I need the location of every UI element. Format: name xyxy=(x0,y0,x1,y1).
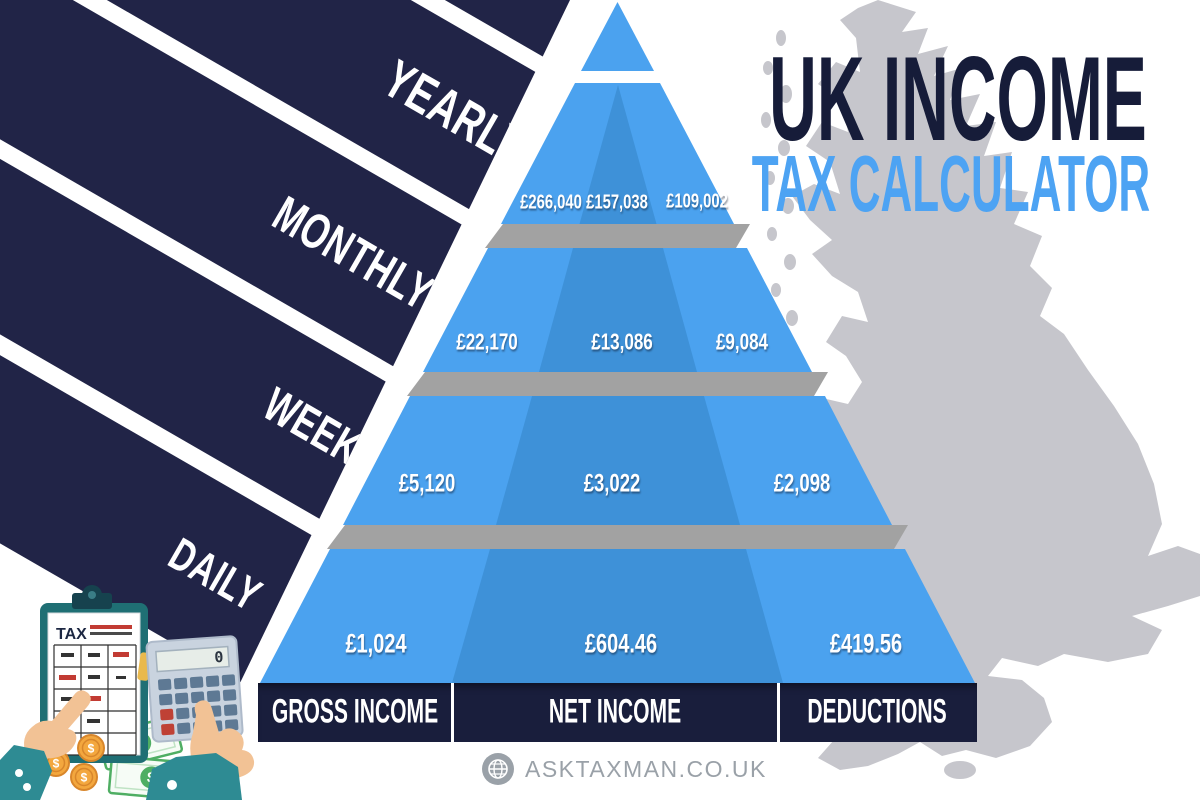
svg-text:$: $ xyxy=(53,757,60,771)
inner-monthly xyxy=(539,248,697,372)
column-header-bar xyxy=(258,683,977,742)
value-daily-net: £604.46 xyxy=(584,628,658,659)
value-weekly-net: £3,022 xyxy=(583,469,641,498)
svg-text:$: $ xyxy=(88,742,95,756)
value-monthly-net: £13,086 xyxy=(591,328,653,355)
tax-table-entries xyxy=(59,652,129,723)
column-divider xyxy=(451,683,454,742)
pyramid-inner-column xyxy=(452,85,783,683)
tax-label: TAX xyxy=(56,626,87,643)
left-hand xyxy=(0,690,91,800)
value-monthly-gross: £22,170 xyxy=(456,328,518,355)
inner-weekly xyxy=(496,396,740,525)
page-subtitle: TAX CALCULATOR xyxy=(751,139,1151,228)
scottish-islands xyxy=(761,30,976,779)
tier-cap xyxy=(581,2,654,71)
value-yearly-net: £157,038 xyxy=(586,191,648,214)
svg-text:$: $ xyxy=(81,771,88,785)
footer-brand[interactable]: ASKTAXMAN.CO.UK xyxy=(481,752,767,786)
value-weekly-deductions: £2,098 xyxy=(773,469,831,498)
value-yearly-gross: £266,040 xyxy=(520,191,582,214)
value-monthly-deductions: £9,084 xyxy=(715,328,769,355)
column-header-deductions: DEDUCTIONS xyxy=(807,692,947,731)
inner-daily xyxy=(452,549,783,683)
right-hand xyxy=(146,700,255,800)
calculator-display-value: 0 xyxy=(214,648,224,667)
value-daily-deductions: £419.56 xyxy=(829,628,903,659)
shelf-weekly xyxy=(327,525,908,549)
column-header-net: NET INCOME xyxy=(548,692,682,731)
pyramid-shelves xyxy=(327,224,908,549)
calculator-screen xyxy=(155,645,230,673)
brand-url[interactable]: ASKTAXMAN.CO.UK xyxy=(525,755,767,782)
calculator-icon: 0 xyxy=(137,635,244,743)
column-header-gross: GROSS INCOME xyxy=(271,692,439,731)
inner-yearly xyxy=(579,85,657,224)
page-title: UK INCOME xyxy=(769,32,1147,166)
shelf-monthly xyxy=(407,372,828,396)
tax-illustration: $ $ TAX xyxy=(0,585,255,800)
isle-of-wight xyxy=(944,761,976,779)
value-yearly-deductions: £109,002 xyxy=(666,190,728,213)
column-divider xyxy=(777,683,780,742)
shelf-yearly xyxy=(485,224,750,248)
value-weekly-gross: £5,120 xyxy=(398,469,456,498)
globe-icon xyxy=(482,753,514,785)
value-daily-gross: £1,024 xyxy=(345,628,407,659)
